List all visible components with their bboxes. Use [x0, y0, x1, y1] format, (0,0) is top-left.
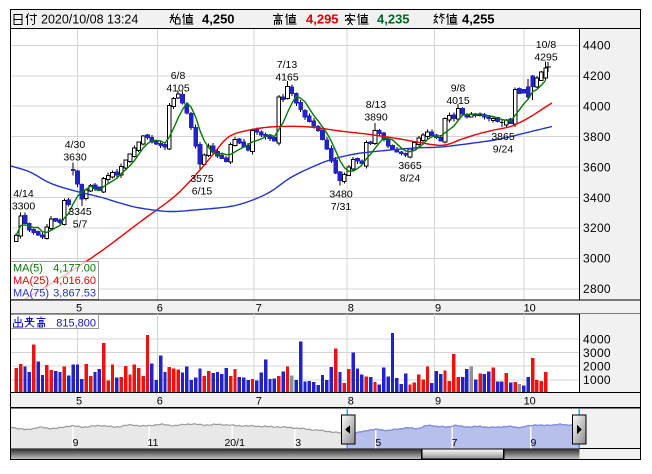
svg-text:9: 9 [435, 396, 441, 408]
svg-text:3: 3 [295, 437, 301, 449]
svg-text:4,016.60: 4,016.60 [53, 275, 96, 287]
svg-text:10/8: 10/8 [536, 39, 557, 51]
svg-text:MA(25): MA(25) [13, 275, 49, 287]
svg-text:7: 7 [256, 303, 262, 315]
svg-text:5: 5 [76, 396, 82, 408]
svg-text:3480: 3480 [329, 189, 353, 201]
svg-text:3,867.53: 3,867.53 [53, 288, 96, 300]
svg-text:3000: 3000 [583, 346, 611, 360]
svg-text:815,800: 815,800 [56, 318, 96, 330]
svg-text:2800: 2800 [583, 282, 611, 296]
svg-text:4,295: 4,295 [306, 12, 339, 27]
svg-text:6: 6 [157, 396, 163, 408]
svg-text:1000: 1000 [583, 373, 611, 387]
svg-text:4,255: 4,255 [462, 12, 495, 27]
svg-text:20/1: 20/1 [224, 437, 245, 449]
svg-text:4105: 4105 [166, 83, 190, 95]
svg-text:3345: 3345 [68, 206, 92, 218]
svg-text:8/13: 8/13 [366, 99, 387, 111]
svg-text:11: 11 [148, 437, 159, 449]
svg-text:9: 9 [530, 437, 536, 449]
svg-text:6: 6 [157, 303, 163, 315]
svg-text:8: 8 [348, 396, 354, 408]
svg-text:3865: 3865 [491, 131, 515, 143]
svg-text:4/14: 4/14 [13, 188, 34, 200]
svg-text:4400: 4400 [583, 39, 611, 53]
svg-text:3890: 3890 [364, 112, 388, 124]
svg-text:3300: 3300 [12, 201, 36, 213]
svg-text:3800: 3800 [583, 130, 611, 144]
svg-text:9/24: 9/24 [493, 144, 514, 156]
svg-text:9: 9 [73, 437, 79, 449]
svg-text:5: 5 [375, 437, 381, 449]
svg-text:8/24: 8/24 [400, 173, 421, 185]
svg-text:3600: 3600 [583, 160, 611, 174]
svg-text:10: 10 [524, 396, 536, 408]
svg-text:2020/10/08 13:24: 2020/10/08 13:24 [41, 13, 138, 27]
svg-text:4165: 4165 [275, 72, 299, 84]
svg-text:7/13: 7/13 [277, 59, 298, 71]
svg-text:6/15: 6/15 [192, 186, 213, 198]
svg-text:10: 10 [524, 303, 536, 315]
svg-text:7: 7 [256, 396, 262, 408]
svg-text:4,235: 4,235 [377, 12, 410, 27]
svg-text:4000: 4000 [583, 332, 611, 346]
svg-text:4015: 4015 [446, 95, 470, 107]
svg-text:3400: 3400 [583, 191, 611, 205]
svg-text:3630: 3630 [63, 152, 87, 164]
svg-text:5: 5 [76, 303, 82, 315]
svg-text:MA(75): MA(75) [13, 288, 49, 300]
svg-text:3200: 3200 [583, 221, 611, 235]
svg-text:3665: 3665 [398, 160, 422, 172]
svg-text:9/8: 9/8 [451, 83, 466, 95]
svg-text:4295: 4295 [534, 52, 558, 64]
svg-text:3575: 3575 [190, 173, 214, 185]
svg-text:5/7: 5/7 [73, 219, 88, 231]
svg-text:4,250: 4,250 [202, 12, 235, 27]
svg-text:4000: 4000 [583, 100, 611, 114]
svg-text:7: 7 [452, 437, 458, 449]
svg-text:9: 9 [435, 303, 441, 315]
svg-text:2000: 2000 [583, 360, 611, 374]
svg-text:MA(5): MA(5) [13, 263, 43, 275]
svg-text:6/8: 6/8 [171, 70, 186, 82]
svg-text:8: 8 [348, 303, 354, 315]
svg-text:4,177.00: 4,177.00 [53, 263, 96, 275]
svg-text:7/31: 7/31 [331, 201, 352, 213]
svg-text:3000: 3000 [583, 252, 611, 266]
svg-text:4/30: 4/30 [65, 139, 86, 151]
svg-text:4200: 4200 [583, 69, 611, 83]
